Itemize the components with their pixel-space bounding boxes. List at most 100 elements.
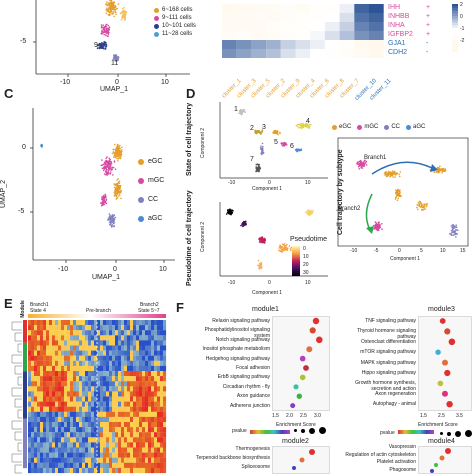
heatmap-cell	[67, 365, 71, 372]
heatmap-cell	[106, 452, 110, 458]
enrichment-term: Regulation of actin cytoskeleton	[345, 451, 416, 458]
cell-point	[103, 43, 106, 45]
heatmap-cell	[127, 350, 131, 356]
heatmap-cell	[82, 396, 86, 402]
cell-point	[304, 211, 307, 214]
heatmap-cell	[94, 467, 98, 474]
heatmap-cell	[339, 40, 355, 49]
heatmap-cell	[94, 396, 98, 402]
cell-point	[384, 174, 386, 176]
heatmap-cell	[236, 22, 252, 31]
cell-point	[101, 204, 104, 206]
heatmap-cell	[55, 391, 59, 397]
cell-point	[121, 17, 124, 19]
enrichment-term: Hippo signaling pathway	[361, 370, 416, 376]
heatmap-cell	[73, 467, 77, 474]
heatmap-cell	[31, 330, 35, 336]
heatmap-cell	[154, 427, 158, 433]
heatmap-cell	[133, 320, 137, 326]
colorbar-segment	[452, 16, 458, 19]
branch2-label: Branch2	[338, 206, 361, 212]
cell-point	[107, 171, 110, 174]
heatmap-cell	[124, 325, 128, 331]
heatmap-cell	[88, 345, 92, 351]
cell-point	[106, 156, 108, 158]
heatmap-cell	[151, 381, 155, 387]
cell-point	[455, 236, 457, 238]
heatmap-cell	[73, 432, 77, 438]
heatmap-cell	[139, 447, 143, 453]
cell-point	[107, 167, 110, 170]
cell-point	[117, 182, 119, 185]
heatmap-cell	[115, 350, 119, 356]
heatmap-cell	[354, 13, 369, 22]
cell-point	[96, 47, 99, 50]
heatmap-cell	[115, 422, 119, 428]
heatmap-cell	[151, 467, 155, 474]
heatmap-cell	[109, 335, 113, 341]
heatmap-cell	[127, 365, 131, 372]
heatmap-cell	[88, 411, 92, 417]
cell-point	[398, 190, 401, 193]
cell-point	[398, 175, 401, 178]
heatmap-cell	[160, 422, 164, 428]
cell-point	[117, 56, 119, 59]
heatmap-cell	[61, 462, 65, 468]
cell-point	[108, 157, 110, 160]
cell-point	[101, 198, 103, 201]
heatmap-cell	[40, 432, 44, 438]
heatmap-cell	[163, 335, 167, 341]
heatmap-cell	[85, 457, 89, 463]
cell-point	[242, 110, 245, 112]
panel-label-e: E	[4, 296, 13, 311]
heatmap-cell	[142, 340, 146, 346]
heatmap-cell	[160, 360, 164, 366]
heatmap-colorbar-ticks: 2 0 -1 -2	[460, 2, 464, 50]
cell-point	[298, 126, 300, 129]
heatmap-cell	[85, 447, 89, 453]
gene-name: IGFBP2	[388, 31, 413, 38]
heatmap-cell	[88, 467, 92, 474]
cell-point	[240, 112, 243, 114]
heatmap-cell	[88, 340, 92, 346]
cell-point	[110, 9, 112, 12]
heatmap-cell	[28, 386, 32, 392]
heatmap-cell	[64, 350, 68, 356]
heatmap-cell	[49, 386, 53, 392]
cell-point	[100, 24, 103, 26]
cell-point	[395, 189, 397, 191]
heatmap-cell	[136, 320, 140, 326]
heatmap-cell	[163, 355, 167, 361]
heatmap-cell	[64, 360, 68, 366]
heatmap-cell	[73, 371, 77, 377]
heatmap-cell	[295, 22, 311, 31]
heatmap-cell	[46, 320, 50, 326]
umap-c-legend: eGC mGC CC aGC	[138, 152, 164, 228]
cell-point	[101, 167, 104, 170]
heatmap-cell	[40, 416, 44, 423]
module-bar	[23, 320, 27, 343]
heatmap-cell	[236, 31, 252, 40]
heatmap-cell	[103, 457, 107, 463]
heatmap-cell	[97, 416, 101, 423]
top-umap-xtick-1: -10	[60, 79, 71, 86]
cell-point	[230, 209, 233, 211]
heatmap-cell	[145, 386, 149, 392]
heatmap-cell	[40, 447, 44, 453]
cell-point	[117, 178, 119, 180]
heatmap-cell	[97, 371, 101, 377]
heatmap-cell	[115, 432, 119, 438]
cell-point	[103, 168, 106, 170]
heatmap-cell	[139, 330, 143, 336]
heatmap-cell	[369, 4, 384, 13]
heatmap-cell	[151, 386, 155, 392]
heatmap-cell	[163, 442, 167, 448]
heatmap-cell	[142, 381, 146, 387]
pseudotime-colorbar	[292, 246, 300, 276]
heatmap-cell	[154, 325, 158, 331]
dendrogram-branch	[14, 398, 22, 408]
heatmap-cell	[37, 376, 41, 382]
heatmap-cell	[64, 442, 68, 448]
heatmap-cell	[43, 427, 47, 433]
cell-point	[116, 157, 118, 160]
